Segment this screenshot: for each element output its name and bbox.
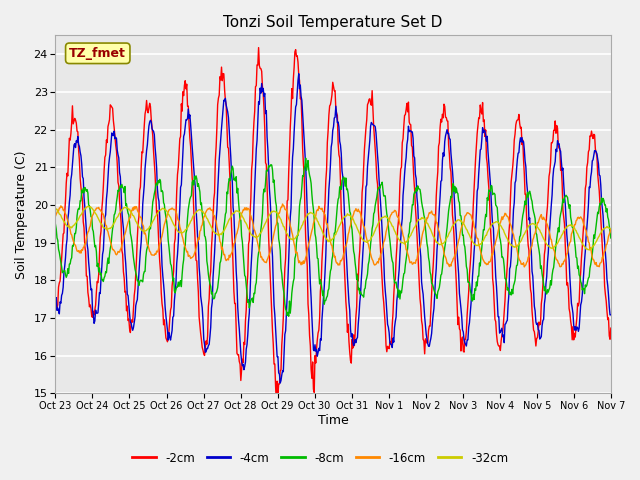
-16cm xyxy=(205,205,212,211)
-8cm xyxy=(61,272,69,277)
-16cm xyxy=(119,239,127,244)
-32cm xyxy=(120,205,127,211)
-32cm xyxy=(52,205,60,211)
-16cm xyxy=(401,241,409,247)
-32cm xyxy=(176,230,184,236)
-4cm xyxy=(295,71,303,77)
-2cm xyxy=(119,252,127,257)
-32cm xyxy=(61,222,69,228)
Line: -2cm: -2cm xyxy=(56,48,611,402)
-8cm xyxy=(52,221,60,227)
-2cm xyxy=(205,304,212,310)
Title: Tonzi Soil Temperature Set D: Tonzi Soil Temperature Set D xyxy=(223,15,443,30)
-8cm xyxy=(285,313,292,319)
-16cm xyxy=(175,218,183,224)
Line: -16cm: -16cm xyxy=(56,204,611,267)
-4cm xyxy=(205,343,212,348)
Line: -4cm: -4cm xyxy=(56,74,611,383)
-4cm xyxy=(61,255,69,261)
-16cm xyxy=(61,211,69,216)
-2cm xyxy=(273,399,280,405)
-32cm xyxy=(418,215,426,220)
-2cm xyxy=(255,45,262,50)
-2cm xyxy=(61,198,69,204)
-32cm xyxy=(586,247,593,253)
-8cm xyxy=(205,272,212,277)
-2cm xyxy=(175,151,183,157)
-4cm xyxy=(419,286,426,292)
-32cm xyxy=(401,239,409,245)
Legend: -2cm, -4cm, -8cm, -16cm, -32cm: -2cm, -4cm, -8cm, -16cm, -32cm xyxy=(127,447,513,469)
-8cm xyxy=(419,204,426,209)
-16cm xyxy=(520,264,528,270)
-4cm xyxy=(607,312,614,318)
-4cm xyxy=(175,220,183,226)
-2cm xyxy=(607,325,614,331)
Line: -8cm: -8cm xyxy=(56,158,611,316)
-4cm xyxy=(403,155,410,160)
-4cm xyxy=(52,299,60,305)
-16cm xyxy=(607,226,614,232)
-8cm xyxy=(119,185,127,191)
-8cm xyxy=(403,256,410,262)
-8cm xyxy=(607,235,614,241)
X-axis label: Time: Time xyxy=(317,414,349,427)
-4cm xyxy=(276,380,284,386)
Y-axis label: Soil Temperature (C): Soil Temperature (C) xyxy=(15,150,28,278)
-2cm xyxy=(52,307,60,312)
-16cm xyxy=(418,236,426,242)
-16cm xyxy=(52,214,60,219)
-32cm xyxy=(607,226,614,232)
Text: TZ_fmet: TZ_fmet xyxy=(69,47,126,60)
-16cm xyxy=(278,201,286,207)
Line: -32cm: -32cm xyxy=(56,206,611,250)
-32cm xyxy=(84,204,92,209)
-2cm xyxy=(419,323,426,328)
-32cm xyxy=(205,220,213,226)
-2cm xyxy=(403,107,410,113)
-4cm xyxy=(119,218,127,224)
-8cm xyxy=(302,156,310,161)
-8cm xyxy=(175,284,183,289)
